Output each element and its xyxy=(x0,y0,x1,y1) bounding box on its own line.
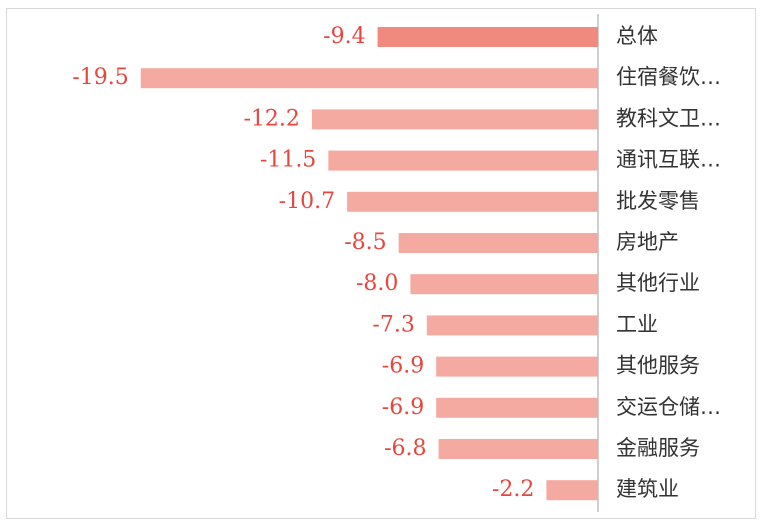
value-label: -12.2 xyxy=(243,106,299,131)
bar xyxy=(328,150,598,171)
category-label: 建筑业 xyxy=(616,477,679,501)
category-label: 房地产 xyxy=(616,230,679,254)
bar xyxy=(410,274,598,295)
value-label: -2.2 xyxy=(492,477,534,502)
category-label: 教科文卫… xyxy=(616,106,721,130)
bar xyxy=(438,439,598,459)
bar xyxy=(140,68,598,89)
value-label: -11.5 xyxy=(260,148,316,173)
value-label: -19.5 xyxy=(72,65,128,90)
bar xyxy=(377,27,598,47)
category-label: 住宿餐饮… xyxy=(616,65,721,89)
value-label: -6.9 xyxy=(382,395,424,420)
frame xyxy=(6,8,756,519)
value-label: -8.0 xyxy=(356,271,398,296)
value-label: -7.3 xyxy=(372,312,414,337)
category-label: 金融服务 xyxy=(616,436,700,460)
category-label: 其他服务 xyxy=(616,354,700,378)
bar xyxy=(398,233,598,253)
category-label: 交运仓储… xyxy=(616,395,721,419)
bar xyxy=(436,356,598,377)
category-label: 工业 xyxy=(616,312,658,336)
bar xyxy=(436,397,598,418)
bar xyxy=(426,315,598,336)
bar xyxy=(546,480,598,501)
category-label: 其他行业 xyxy=(616,271,700,295)
category-label: 批发零售 xyxy=(616,189,700,213)
value-label: -6.8 xyxy=(384,436,426,461)
value-label: -9.4 xyxy=(323,24,365,49)
bar xyxy=(311,109,598,130)
category-label: 总体 xyxy=(616,24,658,48)
category-label: 通讯互联… xyxy=(616,148,721,172)
value-label: -10.7 xyxy=(279,189,335,214)
value-label: -8.5 xyxy=(344,230,386,255)
value-label: -6.9 xyxy=(382,354,424,379)
bar xyxy=(347,191,598,212)
